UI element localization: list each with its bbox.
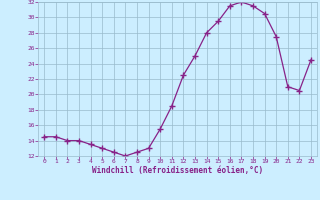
X-axis label: Windchill (Refroidissement éolien,°C): Windchill (Refroidissement éolien,°C) [92,166,263,175]
